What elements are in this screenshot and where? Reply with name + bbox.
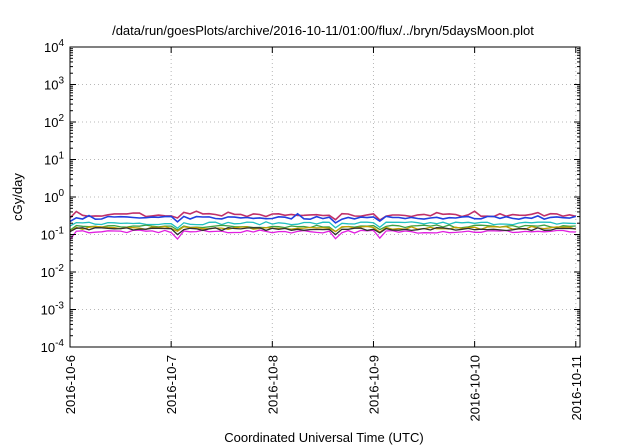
x-tick-label: 2016-10-8 [265, 355, 280, 414]
series-line [69, 229, 576, 241]
y-tick-label: 104 [44, 38, 64, 55]
x-tick-label: 2016-10-7 [164, 355, 179, 414]
y-tick-label: 101 [44, 151, 64, 168]
y-tick-label: 102 [44, 113, 64, 130]
series-line [69, 225, 577, 234]
series-line [69, 212, 577, 224]
y-tick-label: 100 [44, 188, 64, 205]
x-tick-label: 2016-10-9 [366, 355, 381, 414]
series-line [69, 227, 576, 236]
series-line [69, 221, 576, 230]
y-tick-label: 10-4 [41, 338, 65, 355]
y-tick-label: 10-1 [41, 226, 65, 243]
chart-title: /data/run/goesPlots/archive/2016-10-11/0… [112, 23, 534, 38]
x-axis: 2016-10-6 2016-10-7 2016-10-8 2016-10-9 2016… [63, 47, 584, 422]
y-tick-label: 10-2 [41, 263, 65, 280]
series-group [69, 210, 577, 241]
grid [70, 47, 580, 347]
x-tick-label: 2016-10-10 [468, 355, 483, 422]
series-line [69, 224, 576, 233]
x-axis-label: Coordinated Universal Time (UTC) [224, 430, 423, 445]
x-tick-label: 2016-10-6 [63, 355, 78, 414]
y-axis-label: cGy/day [10, 173, 25, 221]
y-tick-label: 10-3 [41, 301, 65, 318]
y-tick-label: 103 [44, 76, 64, 93]
y-axis: 10-4 10-3 10-2 10-1 100 101 102 103 104 [41, 38, 580, 355]
x-tick-label: 2016-10-11 [569, 355, 584, 421]
